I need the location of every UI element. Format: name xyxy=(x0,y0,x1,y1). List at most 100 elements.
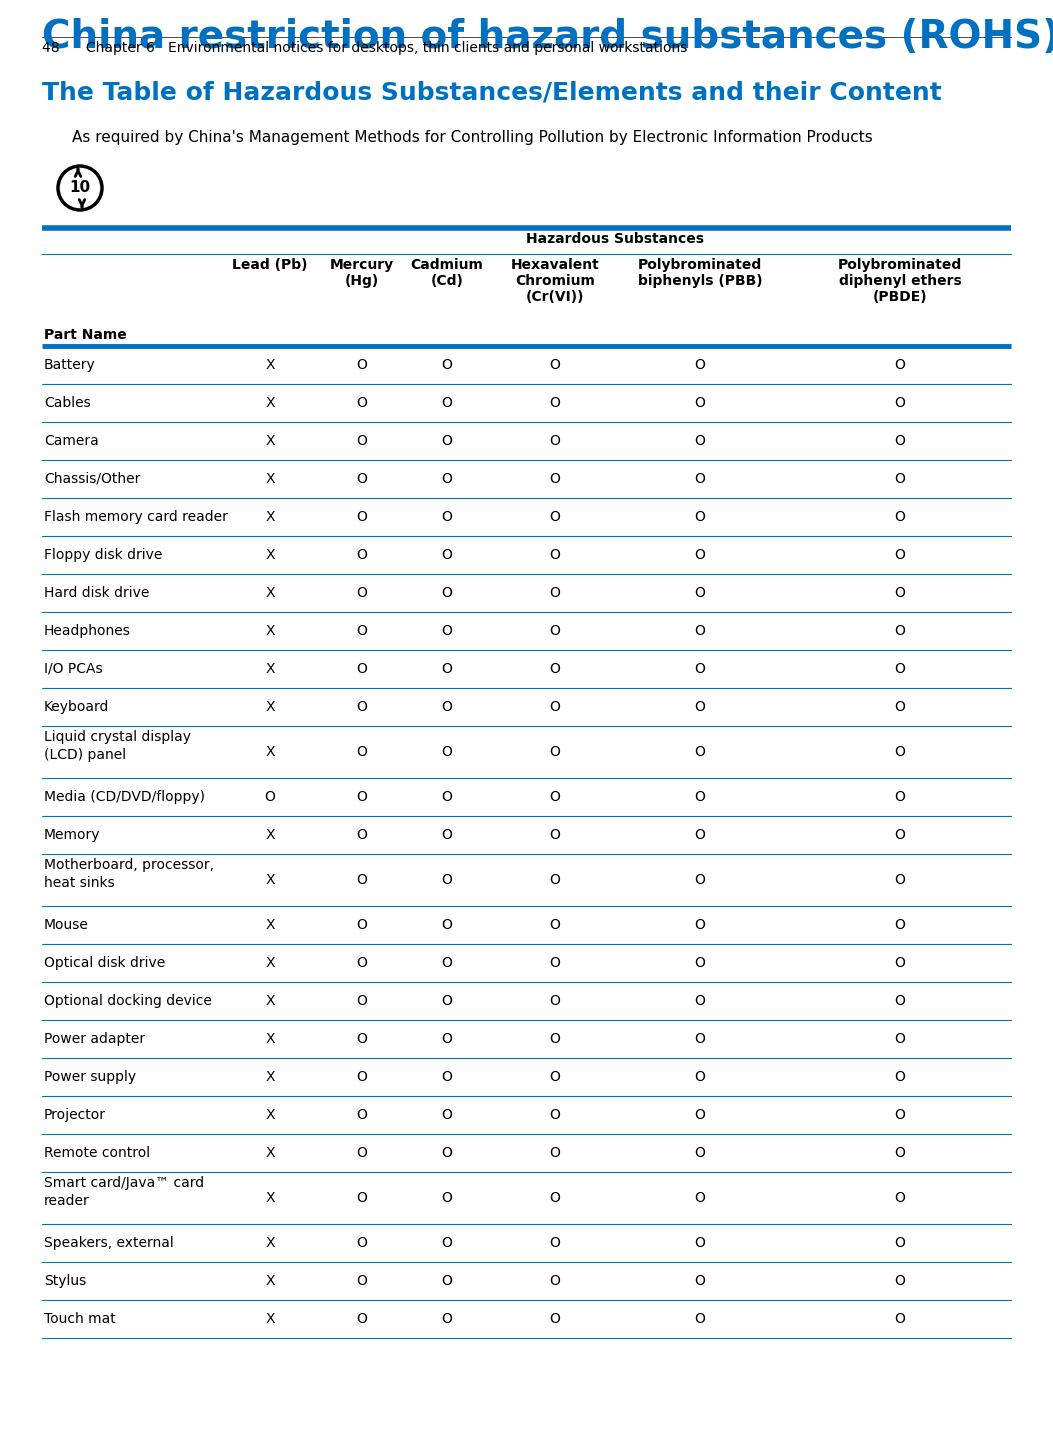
Text: O: O xyxy=(895,790,906,805)
Text: O: O xyxy=(695,624,706,638)
Text: O: O xyxy=(895,1236,906,1250)
Text: O: O xyxy=(550,357,560,372)
Text: O: O xyxy=(357,472,367,486)
Text: X: X xyxy=(265,1146,275,1160)
Text: O: O xyxy=(695,661,706,676)
Text: O: O xyxy=(895,396,906,410)
Text: O: O xyxy=(895,1312,906,1325)
Text: Smart card/Java™ card
reader: Smart card/Java™ card reader xyxy=(44,1176,204,1208)
Text: O: O xyxy=(895,917,906,932)
Text: X: X xyxy=(265,434,275,449)
Text: O: O xyxy=(441,745,453,760)
Text: O: O xyxy=(441,661,453,676)
Text: O: O xyxy=(695,472,706,486)
Text: O: O xyxy=(357,994,367,1009)
Text: X: X xyxy=(265,1108,275,1121)
Text: O: O xyxy=(695,1273,706,1288)
Text: O: O xyxy=(264,790,276,805)
Text: O: O xyxy=(550,1069,560,1084)
Text: O: O xyxy=(441,357,453,372)
Text: O: O xyxy=(357,624,367,638)
Text: Memory: Memory xyxy=(44,828,100,842)
Text: X: X xyxy=(265,548,275,561)
Text: O: O xyxy=(357,396,367,410)
Text: Optical disk drive: Optical disk drive xyxy=(44,956,165,969)
Text: Headphones: Headphones xyxy=(44,624,131,638)
Text: Motherboard, processor,
heat sinks: Motherboard, processor, heat sinks xyxy=(44,858,214,890)
Text: O: O xyxy=(550,509,560,524)
Text: O: O xyxy=(550,700,560,713)
Text: O: O xyxy=(895,661,906,676)
Text: O: O xyxy=(357,745,367,760)
Text: O: O xyxy=(895,700,906,713)
Text: O: O xyxy=(441,472,453,486)
Text: X: X xyxy=(265,1312,275,1325)
Text: 10: 10 xyxy=(69,181,91,195)
Text: Hard disk drive: Hard disk drive xyxy=(44,586,150,601)
Text: O: O xyxy=(550,873,560,887)
Text: Chassis/Other: Chassis/Other xyxy=(44,472,140,486)
Text: O: O xyxy=(550,1312,560,1325)
Text: O: O xyxy=(357,548,367,561)
Text: O: O xyxy=(357,1108,367,1121)
Text: Hexavalent
Chromium
(Cr(VI)): Hexavalent Chromium (Cr(VI)) xyxy=(511,258,599,304)
Text: O: O xyxy=(441,586,453,601)
Text: X: X xyxy=(265,509,275,524)
Text: O: O xyxy=(895,994,906,1009)
Text: O: O xyxy=(550,1108,560,1121)
Text: O: O xyxy=(695,1032,706,1046)
Text: O: O xyxy=(357,700,367,713)
Text: X: X xyxy=(265,956,275,969)
Text: O: O xyxy=(441,994,453,1009)
Text: X: X xyxy=(265,1273,275,1288)
Text: O: O xyxy=(550,472,560,486)
Text: O: O xyxy=(357,1032,367,1046)
Text: O: O xyxy=(441,1032,453,1046)
Text: Remote control: Remote control xyxy=(44,1146,151,1160)
Text: Projector: Projector xyxy=(44,1108,106,1121)
Text: O: O xyxy=(695,357,706,372)
Text: O: O xyxy=(550,1273,560,1288)
Text: O: O xyxy=(441,1069,453,1084)
Text: O: O xyxy=(441,624,453,638)
Text: O: O xyxy=(550,1146,560,1160)
Text: Optional docking device: Optional docking device xyxy=(44,994,212,1009)
Text: O: O xyxy=(441,1108,453,1121)
Text: O: O xyxy=(895,828,906,842)
Text: X: X xyxy=(265,1191,275,1205)
Text: O: O xyxy=(441,434,453,449)
Text: O: O xyxy=(695,956,706,969)
Text: O: O xyxy=(550,1032,560,1046)
Text: Power supply: Power supply xyxy=(44,1069,136,1084)
Text: O: O xyxy=(895,548,906,561)
Text: Hazardous Substances: Hazardous Substances xyxy=(526,232,704,246)
Text: O: O xyxy=(695,917,706,932)
Text: O: O xyxy=(550,586,560,601)
Text: Speakers, external: Speakers, external xyxy=(44,1236,174,1250)
Text: O: O xyxy=(550,956,560,969)
Text: O: O xyxy=(357,509,367,524)
Text: O: O xyxy=(695,994,706,1009)
Text: Touch mat: Touch mat xyxy=(44,1312,116,1325)
Text: X: X xyxy=(265,1236,275,1250)
Text: Media (CD/DVD/floppy): Media (CD/DVD/floppy) xyxy=(44,790,205,805)
Text: X: X xyxy=(265,472,275,486)
Text: Stylus: Stylus xyxy=(44,1273,86,1288)
Text: O: O xyxy=(357,1236,367,1250)
Text: O: O xyxy=(357,956,367,969)
Text: O: O xyxy=(695,509,706,524)
Text: O: O xyxy=(550,994,560,1009)
Text: O: O xyxy=(357,790,367,805)
Text: Polybrominated
biphenyls (PBB): Polybrominated biphenyls (PBB) xyxy=(638,258,762,288)
Text: O: O xyxy=(550,917,560,932)
Text: O: O xyxy=(357,828,367,842)
Text: X: X xyxy=(265,357,275,372)
Text: Keyboard: Keyboard xyxy=(44,700,110,713)
Text: Lead (Pb): Lead (Pb) xyxy=(233,258,307,272)
Text: O: O xyxy=(357,434,367,449)
Text: O: O xyxy=(441,790,453,805)
Text: China restriction of hazard substances (ROHS): China restriction of hazard substances (… xyxy=(42,17,1053,56)
Text: O: O xyxy=(441,548,453,561)
Text: O: O xyxy=(695,790,706,805)
Text: O: O xyxy=(441,509,453,524)
